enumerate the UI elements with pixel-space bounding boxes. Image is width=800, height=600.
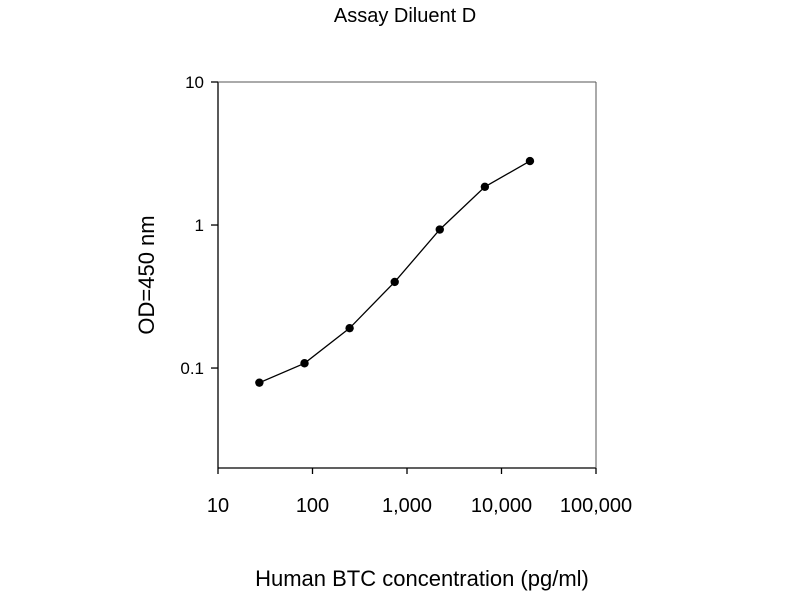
x-tick-label: 100 [296, 495, 329, 517]
x-tick-label: 10,000 [471, 495, 532, 517]
data-point [255, 378, 264, 387]
data-point [435, 225, 444, 234]
y-axis-ticks: 0.1 1 10 [180, 73, 218, 378]
data-point [345, 323, 354, 333]
y-tick-label: 1 [195, 216, 204, 235]
x-tick-label: 1,000 [382, 495, 432, 517]
data-point [525, 156, 535, 166]
x-axis-label: Human BTC concentration (pg/ml) [255, 566, 589, 591]
x-tick-label: 100,000 [560, 495, 632, 517]
x-tick-label: 10 [207, 495, 229, 517]
series-line [259, 160, 531, 384]
plot-frame [217, 81, 597, 469]
y-tick-label: 10 [185, 73, 204, 92]
data-point [390, 277, 399, 287]
x-axis-ticks: 10 100 1,000 10,000 100,000 [207, 468, 632, 517]
y-tick-label: 0.1 [180, 359, 204, 378]
series-layer [255, 156, 535, 387]
data-point [300, 359, 309, 368]
data-point [480, 182, 490, 192]
y-axis-label: OD=450 nm [134, 215, 159, 334]
chart-title: Assay Diluent D [334, 5, 476, 27]
